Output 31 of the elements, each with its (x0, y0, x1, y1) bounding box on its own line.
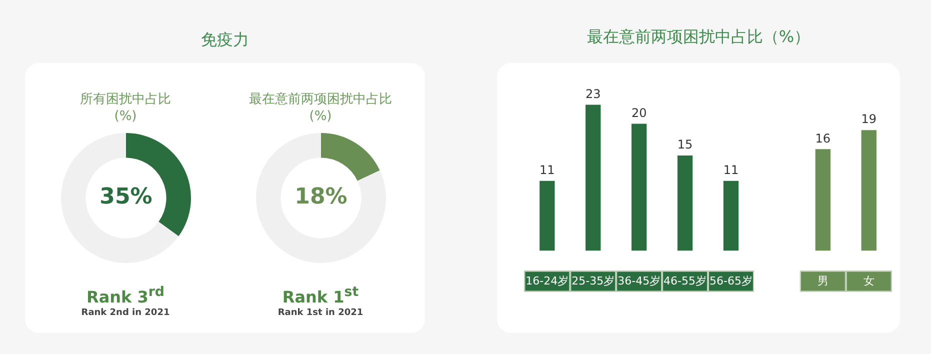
data-label: 23 (585, 86, 601, 101)
bar (815, 149, 831, 251)
chart-subtitle: 最在意前两项困扰中占比 (%) (248, 91, 393, 125)
data-label: 20 (631, 106, 647, 120)
text: Rank 3$^{rd}$ (86, 285, 166, 306)
text: Rank 2nd in 2021 (80, 308, 171, 318)
bar (632, 124, 647, 251)
chart-subtitle: 所有困扰中占比 (%) (79, 91, 172, 125)
x-tick-label: 男 (817, 274, 828, 288)
text: 免疫力 (200, 30, 250, 51)
bar (677, 156, 693, 251)
x-tick-label: 56-65岁 (710, 274, 752, 288)
text: Rank 1st in 2021 (276, 308, 364, 318)
bar (540, 180, 555, 251)
x-tick-label: 16-24岁 (526, 274, 569, 288)
bar (861, 130, 876, 251)
x-tick-label: 女 (863, 274, 874, 288)
data-label: 11 (723, 163, 739, 178)
x-tick-label: 25-35岁 (572, 274, 615, 288)
bar (723, 180, 739, 251)
data-label: 35% (99, 184, 152, 210)
x-tick-label: 36-45岁 (618, 274, 661, 288)
data-label: 15 (677, 138, 693, 152)
text: Rank 1$^{st}$ (281, 285, 360, 306)
data-label: 16 (815, 131, 831, 146)
data-label: 19 (861, 112, 877, 126)
chart-title: 最在意前两项困扰中占比（%） (586, 27, 812, 48)
x-tick-label: 46-55岁 (664, 274, 707, 288)
data-label: 11 (540, 163, 555, 178)
bar (586, 104, 601, 251)
data-label: 18% (294, 184, 347, 210)
